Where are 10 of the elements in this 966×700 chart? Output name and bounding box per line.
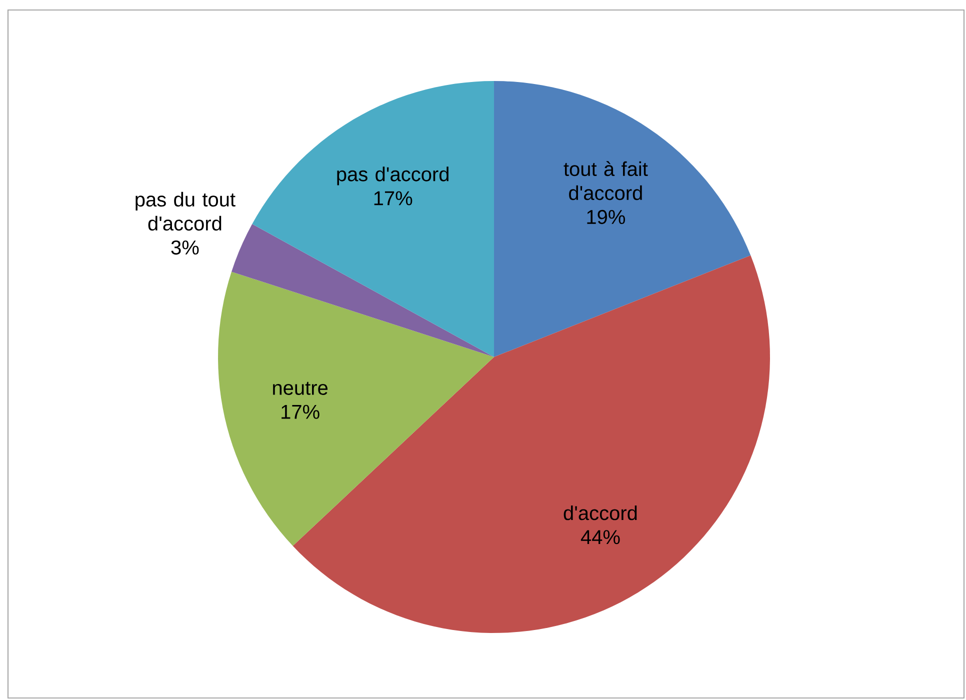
data-label: 44% <box>580 530 620 544</box>
slice-label: d'accord <box>564 505 637 520</box>
data-label: 19% <box>587 210 625 224</box>
slice-label: tout à fait d'accord <box>564 161 648 200</box>
data-label: 17% <box>282 404 320 419</box>
data-label: 17% <box>374 191 412 206</box>
data-label: 3% <box>171 240 199 255</box>
slice-label: neutre <box>273 382 328 395</box>
slice-label: pas d'accord <box>337 166 448 186</box>
slice-label: pas du tout d'accord <box>136 192 236 231</box>
